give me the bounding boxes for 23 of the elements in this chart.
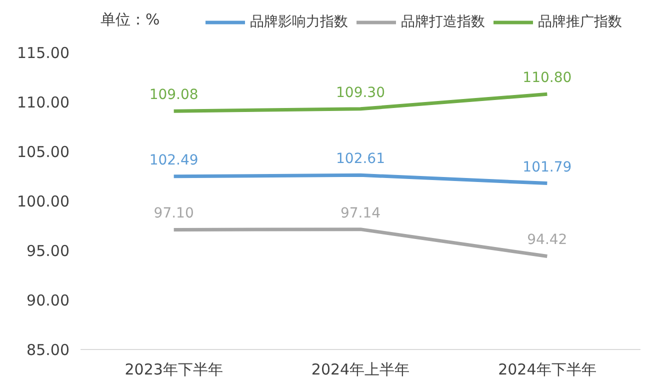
text: 单位：% xyxy=(100,10,160,28)
y-tick-label: 100.00 xyxy=(17,192,70,210)
x-tick-label: 2024年下半年 xyxy=(498,360,596,378)
legend-label: 品牌影响力指数 xyxy=(250,13,348,31)
data-label: 97.14 xyxy=(340,205,381,222)
data-label: 101.79 xyxy=(522,159,572,176)
x-tick-label: 2023年下半年 xyxy=(124,360,223,378)
legend-label: 品牌打造指数 xyxy=(401,13,485,31)
y-tick-label: 110.00 xyxy=(17,94,70,112)
legend-label: 品牌推广指数 xyxy=(538,13,622,31)
data-label: 94.42 xyxy=(527,232,568,248)
data-label: 109.08 xyxy=(149,87,198,104)
data-label: 109.30 xyxy=(336,84,386,101)
y-tick-label: 105.00 xyxy=(17,143,70,161)
data-label: 110.80 xyxy=(522,70,572,86)
data-label: 102.61 xyxy=(336,151,386,168)
data-label: 97.10 xyxy=(154,206,194,222)
y-tick-label: 115.00 xyxy=(17,44,70,62)
y-tick-label: 95.00 xyxy=(26,242,70,260)
data-label: 102.49 xyxy=(149,152,198,168)
y-tick-label: 90.00 xyxy=(26,292,70,310)
y-tick-label: 85.00 xyxy=(26,341,70,359)
x-tick-label: 2024年上半年 xyxy=(311,360,410,378)
